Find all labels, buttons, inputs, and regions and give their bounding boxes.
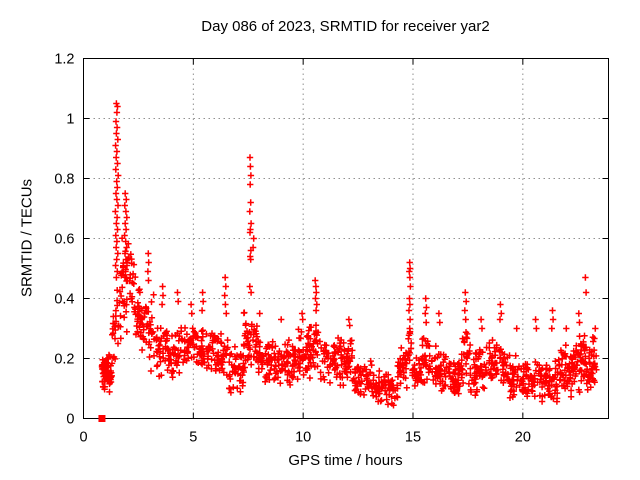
y-tick-label: 1.2 — [54, 52, 74, 68]
y-tick-label: 0.8 — [54, 172, 74, 188]
x-tick-label: 20 — [515, 430, 531, 446]
y-axis-label: SRMTID / TECUs — [18, 178, 36, 298]
y-tick-label: 0.6 — [54, 232, 74, 248]
scatter-square-marker — [98, 415, 106, 422]
x-axis-label: GPS time / hours — [288, 452, 403, 469]
y-tick-label: 0 — [66, 412, 74, 428]
x-tick-label: 10 — [295, 430, 311, 446]
x-tick-label: 5 — [189, 430, 197, 446]
y-tick-label: 0.4 — [54, 292, 74, 308]
scatter-plus-markers — [98, 100, 600, 409]
y-tick-label: 1 — [66, 112, 74, 128]
y-tick-label: 0.2 — [54, 352, 74, 368]
x-tick-label: 15 — [405, 430, 421, 446]
x-tick-label: 0 — [79, 430, 87, 446]
chart-title: Day 086 of 2023, SRMTID for receiver yar… — [201, 18, 490, 35]
